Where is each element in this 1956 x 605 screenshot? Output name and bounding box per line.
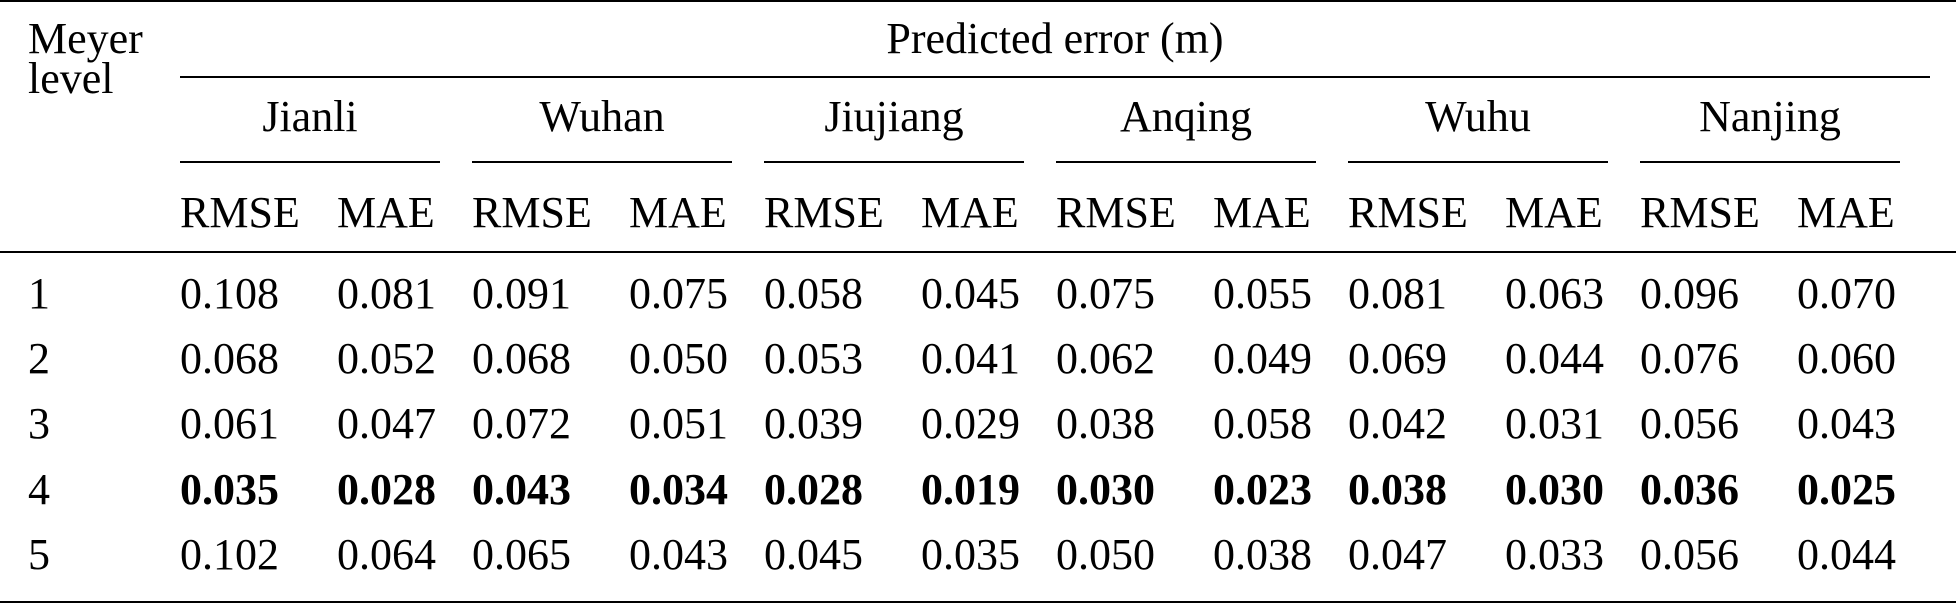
row-5-jianli-mae-cell: 0.064 bbox=[337, 530, 436, 579]
row-4-level-cell: 4 bbox=[28, 465, 50, 514]
row-4-wuhu-rmse-cell: 0.038 bbox=[1348, 465, 1447, 514]
metric-header-wuhan-rmse: RMSE bbox=[472, 188, 592, 237]
row-1-nanjing-mae-cell: 0.070 bbox=[1797, 269, 1896, 318]
row-1-wuhu-rmse-cell: 0.081 bbox=[1348, 269, 1447, 318]
row-header-line2: level bbox=[28, 54, 114, 103]
metric-header-anqing-rmse: RMSE bbox=[1056, 188, 1176, 237]
station-header-wuhan: Wuhan bbox=[539, 92, 665, 141]
station-underline-anqing bbox=[1056, 161, 1316, 163]
station-underline-nanjing bbox=[1640, 161, 1900, 163]
metric-header-wuhu-mae: MAE bbox=[1505, 188, 1603, 237]
row-3-nanjing-rmse-cell: 0.056 bbox=[1640, 399, 1739, 448]
row-5-wuhan-rmse-cell: 0.065 bbox=[472, 530, 571, 579]
row-3-anqing-mae-cell: 0.058 bbox=[1213, 399, 1312, 448]
row-1-level-cell: 1 bbox=[28, 269, 50, 318]
row-5-nanjing-rmse-cell: 0.056 bbox=[1640, 530, 1739, 579]
row-5-wuhu-rmse-cell: 0.047 bbox=[1348, 530, 1447, 579]
row-1-anqing-rmse-cell: 0.075 bbox=[1056, 269, 1155, 318]
row-1-nanjing-rmse-cell: 0.096 bbox=[1640, 269, 1739, 318]
row-2-nanjing-rmse-cell: 0.076 bbox=[1640, 334, 1739, 383]
station-underline-jiujiang bbox=[764, 161, 1024, 163]
row-2-anqing-rmse-cell: 0.062 bbox=[1056, 334, 1155, 383]
row-2-wuhan-mae-cell: 0.050 bbox=[629, 334, 728, 383]
group-title: Predicted error (m) bbox=[886, 14, 1224, 63]
metric-header-jiujiang-rmse: RMSE bbox=[764, 188, 884, 237]
station-header-wuhu: Wuhu bbox=[1425, 92, 1531, 141]
row-header-line1: Meyer bbox=[28, 14, 143, 63]
bottom-rule bbox=[0, 601, 1956, 603]
station-header-jianli: Jianli bbox=[262, 92, 358, 141]
metric-header-anqing-mae: MAE bbox=[1213, 188, 1311, 237]
row-1-wuhu-mae-cell: 0.063 bbox=[1505, 269, 1604, 318]
station-header-nanjing: Nanjing bbox=[1699, 92, 1841, 141]
row-2-jianli-rmse-cell: 0.068 bbox=[180, 334, 279, 383]
row-2-jianli-mae-cell: 0.052 bbox=[337, 334, 436, 383]
row-2-nanjing-mae-cell: 0.060 bbox=[1797, 334, 1896, 383]
row-1-anqing-mae-cell: 0.055 bbox=[1213, 269, 1312, 318]
row-1-wuhan-mae-cell: 0.075 bbox=[629, 269, 728, 318]
row-1-wuhan-rmse-cell: 0.091 bbox=[472, 269, 571, 318]
row-4-jianli-rmse-cell: 0.035 bbox=[180, 465, 279, 514]
row-3-jiujiang-mae-cell: 0.029 bbox=[921, 399, 1020, 448]
station-underline-wuhu bbox=[1348, 161, 1608, 163]
station-header-anqing: Anqing bbox=[1120, 92, 1252, 141]
row-1-jiujiang-rmse-cell: 0.058 bbox=[764, 269, 863, 318]
metric-header-wuhu-rmse: RMSE bbox=[1348, 188, 1468, 237]
group-rule bbox=[180, 76, 1930, 78]
row-2-jiujiang-rmse-cell: 0.053 bbox=[764, 334, 863, 383]
metric-header-jiujiang-mae: MAE bbox=[921, 188, 1019, 237]
station-underline-jianli bbox=[180, 161, 440, 163]
row-5-anqing-mae-cell: 0.038 bbox=[1213, 530, 1312, 579]
station-header-jiujiang: Jiujiang bbox=[824, 92, 964, 141]
row-3-nanjing-mae-cell: 0.043 bbox=[1797, 399, 1896, 448]
row-3-wuhu-mae-cell: 0.031 bbox=[1505, 399, 1604, 448]
metric-header-nanjing-mae: MAE bbox=[1797, 188, 1895, 237]
station-underline-wuhan bbox=[472, 161, 732, 163]
row-1-jianli-mae-cell: 0.081 bbox=[337, 269, 436, 318]
row-3-wuhan-mae-cell: 0.051 bbox=[629, 399, 728, 448]
row-2-wuhan-rmse-cell: 0.068 bbox=[472, 334, 571, 383]
row-2-wuhu-rmse-cell: 0.069 bbox=[1348, 334, 1447, 383]
top-rule bbox=[0, 0, 1956, 2]
row-5-wuhan-mae-cell: 0.043 bbox=[629, 530, 728, 579]
metric-header-jianli-mae: MAE bbox=[337, 188, 435, 237]
row-2-anqing-mae-cell: 0.049 bbox=[1213, 334, 1312, 383]
row-5-jianli-rmse-cell: 0.102 bbox=[180, 530, 279, 579]
row-4-nanjing-mae-cell: 0.025 bbox=[1797, 465, 1896, 514]
row-5-jiujiang-rmse-cell: 0.045 bbox=[764, 530, 863, 579]
row-4-wuhan-rmse-cell: 0.043 bbox=[472, 465, 571, 514]
row-3-jianli-mae-cell: 0.047 bbox=[337, 399, 436, 448]
row-3-wuhu-rmse-cell: 0.042 bbox=[1348, 399, 1447, 448]
row-2-wuhu-mae-cell: 0.044 bbox=[1505, 334, 1604, 383]
row-4-wuhu-mae-cell: 0.030 bbox=[1505, 465, 1604, 514]
row-2-jiujiang-mae-cell: 0.041 bbox=[921, 334, 1020, 383]
metric-header-nanjing-rmse: RMSE bbox=[1640, 188, 1760, 237]
row-5-jiujiang-mae-cell: 0.035 bbox=[921, 530, 1020, 579]
row-5-level-cell: 5 bbox=[28, 530, 50, 579]
header-bottom-rule bbox=[0, 251, 1956, 253]
row-5-nanjing-mae-cell: 0.044 bbox=[1797, 530, 1896, 579]
row-2-level-cell: 2 bbox=[28, 334, 50, 383]
row-3-wuhan-rmse-cell: 0.072 bbox=[472, 399, 571, 448]
row-4-nanjing-rmse-cell: 0.036 bbox=[1640, 465, 1739, 514]
row-1-jiujiang-mae-cell: 0.045 bbox=[921, 269, 1020, 318]
row-3-level-cell: 3 bbox=[28, 399, 50, 448]
row-4-anqing-rmse-cell: 0.030 bbox=[1056, 465, 1155, 514]
row-5-wuhu-mae-cell: 0.033 bbox=[1505, 530, 1604, 579]
row-4-jiujiang-mae-cell: 0.019 bbox=[921, 465, 1020, 514]
row-4-wuhan-mae-cell: 0.034 bbox=[629, 465, 728, 514]
row-4-jiujiang-rmse-cell: 0.028 bbox=[764, 465, 863, 514]
row-3-jiujiang-rmse-cell: 0.039 bbox=[764, 399, 863, 448]
row-4-anqing-mae-cell: 0.023 bbox=[1213, 465, 1312, 514]
row-5-anqing-rmse-cell: 0.050 bbox=[1056, 530, 1155, 579]
metric-header-jianli-rmse: RMSE bbox=[180, 188, 300, 237]
metric-header-wuhan-mae: MAE bbox=[629, 188, 727, 237]
row-3-anqing-rmse-cell: 0.038 bbox=[1056, 399, 1155, 448]
row-3-jianli-rmse-cell: 0.061 bbox=[180, 399, 279, 448]
row-1-jianli-rmse-cell: 0.108 bbox=[180, 269, 279, 318]
row-4-jianli-mae-cell: 0.028 bbox=[337, 465, 436, 514]
